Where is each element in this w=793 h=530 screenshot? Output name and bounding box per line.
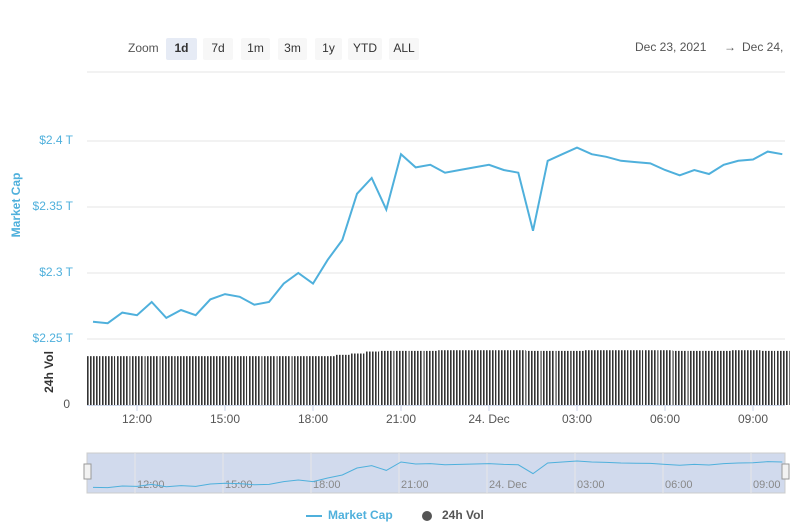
volume-bar bbox=[452, 350, 468, 405]
date-from: Dec 23, 2021 bbox=[635, 40, 707, 54]
volume-bar bbox=[276, 356, 292, 405]
range-button-label[interactable]: YTD bbox=[353, 41, 377, 55]
range-button-label[interactable]: 3m bbox=[284, 41, 301, 55]
volume-bar bbox=[423, 350, 438, 405]
volume-bar bbox=[86, 356, 101, 405]
volume-bar bbox=[379, 350, 394, 405]
zoom-label: Zoom bbox=[128, 41, 159, 55]
volume-bar bbox=[496, 350, 512, 405]
volume-bar bbox=[306, 356, 321, 405]
navigator-label: 06:00 bbox=[665, 479, 693, 491]
navigator-label: 18:00 bbox=[313, 479, 341, 491]
volume-bar bbox=[570, 350, 585, 405]
volume-bar bbox=[320, 356, 336, 405]
legend-label[interactable]: 24h Vol bbox=[442, 508, 484, 522]
volume-bar bbox=[174, 356, 189, 405]
volume-bar bbox=[584, 350, 600, 405]
volume-bar bbox=[482, 350, 497, 405]
volume-bar bbox=[746, 350, 761, 405]
navigator-line bbox=[92, 460, 783, 489]
volume-bar bbox=[526, 350, 541, 405]
range-button-label[interactable]: 1d bbox=[174, 41, 188, 55]
x-tick-label: 06:00 bbox=[650, 412, 680, 426]
x-tick-label: 12:00 bbox=[122, 412, 152, 426]
x-tick-label: 15:00 bbox=[210, 412, 240, 426]
volume-bar bbox=[467, 350, 482, 405]
volume-bar bbox=[291, 356, 306, 405]
x-tick-label: 24. Dec bbox=[468, 412, 509, 426]
volume-bar bbox=[672, 350, 688, 405]
range-button[interactable] bbox=[348, 38, 382, 60]
volume-bar bbox=[643, 350, 658, 405]
volume-bar bbox=[775, 350, 790, 405]
volume-bar bbox=[511, 350, 526, 405]
volume-bar bbox=[350, 353, 365, 405]
range-button-label[interactable]: 1y bbox=[322, 41, 335, 55]
navigator-label: 03:00 bbox=[577, 479, 605, 491]
range-button-label[interactable]: 1m bbox=[247, 41, 264, 55]
range-button[interactable] bbox=[278, 38, 307, 60]
x-tick-label: 21:00 bbox=[386, 412, 416, 426]
navigator-label: 21:00 bbox=[401, 479, 429, 491]
y-tick-label: $2.3 T bbox=[39, 265, 73, 279]
volume-bar bbox=[540, 350, 556, 405]
volume-bar bbox=[262, 356, 277, 405]
x-tick-label: 18:00 bbox=[298, 412, 328, 426]
volume-bar bbox=[335, 354, 350, 405]
volume-bar bbox=[628, 350, 644, 405]
volume-bar bbox=[614, 350, 629, 405]
y-tick-label: $2.4 T bbox=[39, 133, 73, 147]
volume-bar bbox=[115, 356, 130, 405]
volume-bar bbox=[716, 350, 732, 405]
volume-bar bbox=[658, 350, 673, 405]
volume-bar bbox=[218, 356, 233, 405]
volume-bar bbox=[100, 356, 116, 405]
range-arrow: → bbox=[724, 40, 736, 54]
volume-bar bbox=[232, 356, 248, 405]
range-button[interactable] bbox=[241, 38, 270, 60]
x-tick-label: 09:00 bbox=[738, 412, 768, 426]
volume-bar bbox=[159, 356, 174, 405]
volume-bar bbox=[702, 350, 717, 405]
volume-bar bbox=[188, 356, 204, 405]
volume-bar bbox=[144, 356, 160, 405]
volume-bar bbox=[394, 350, 409, 405]
y2-axis-title: 24h Vol bbox=[42, 351, 56, 393]
volume-bar bbox=[130, 356, 145, 405]
navigator-label: 24. Dec bbox=[489, 479, 527, 491]
volume-bar bbox=[760, 350, 776, 405]
navigator-label: 15:00 bbox=[225, 479, 253, 491]
volume-bar bbox=[408, 350, 424, 405]
range-button[interactable] bbox=[203, 38, 233, 60]
y-axis-title: Market Cap bbox=[9, 173, 23, 238]
range-button[interactable] bbox=[315, 38, 342, 60]
volume-bar bbox=[555, 350, 570, 405]
legend-marker[interactable] bbox=[422, 511, 432, 521]
x-tick-label: 03:00 bbox=[562, 412, 592, 426]
legend-label[interactable]: Market Cap bbox=[328, 508, 393, 522]
y-tick-label: $2.25 T bbox=[33, 331, 74, 345]
market-cap-line bbox=[92, 146, 783, 325]
date-to: Dec 24, bbox=[742, 40, 783, 54]
volume-bar bbox=[731, 350, 746, 405]
navigator-label: 09:00 bbox=[753, 479, 781, 491]
range-button[interactable] bbox=[389, 38, 419, 60]
navigator-handle[interactable] bbox=[781, 463, 790, 480]
y2-tick-label: 0 bbox=[63, 397, 70, 411]
volume-bar bbox=[438, 350, 453, 405]
y-tick-label: $2.35 T bbox=[33, 199, 74, 213]
range-button-label[interactable]: ALL bbox=[393, 41, 415, 55]
volume-bar bbox=[364, 351, 380, 405]
volume-bar bbox=[599, 350, 614, 405]
navigator-handle[interactable] bbox=[83, 463, 92, 480]
range-button-label[interactable]: 7d bbox=[211, 41, 224, 55]
volume-bar bbox=[687, 350, 702, 405]
volume-bar bbox=[203, 356, 218, 405]
volume-bar bbox=[247, 356, 262, 405]
range-button[interactable] bbox=[166, 38, 197, 60]
